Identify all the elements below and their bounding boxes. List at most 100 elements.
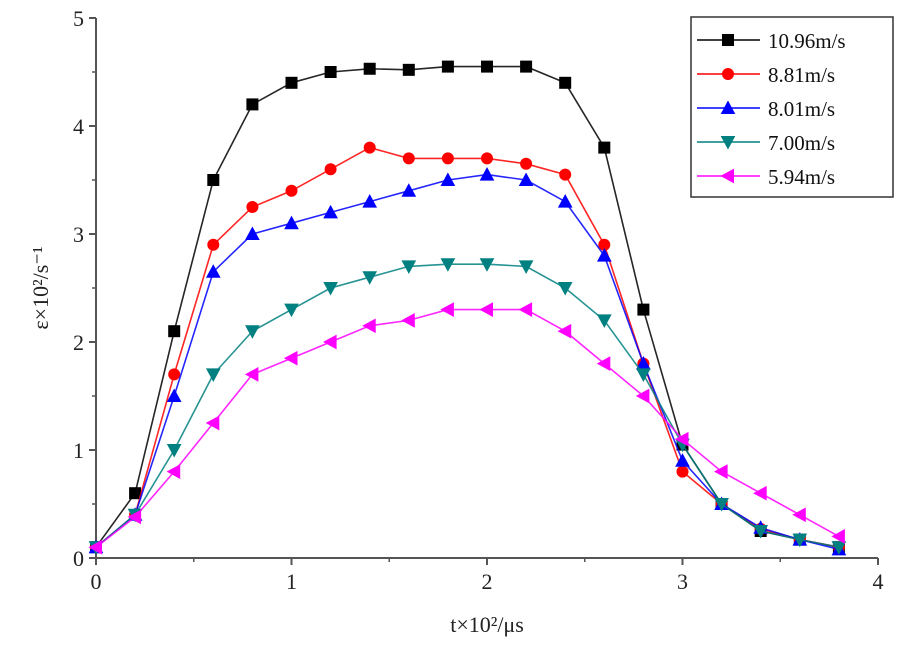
triangle-up-marker bbox=[557, 194, 573, 208]
triangle-down-marker bbox=[792, 533, 808, 548]
y-tick-label: 4 bbox=[73, 114, 84, 139]
y-tick-label: 0 bbox=[73, 546, 84, 571]
legend-label: 5.94m/s bbox=[768, 165, 835, 189]
triangle-down-marker bbox=[518, 260, 534, 274]
circle-marker bbox=[285, 184, 298, 197]
series-line bbox=[95, 308, 840, 548]
triangle-left-marker bbox=[323, 334, 337, 350]
square-marker bbox=[402, 63, 415, 76]
circle-marker bbox=[246, 201, 259, 213]
square-marker bbox=[598, 141, 611, 154]
triangle-up-marker bbox=[245, 226, 260, 240]
triangle-up-marker bbox=[518, 172, 534, 186]
triangle-left-marker bbox=[518, 302, 533, 317]
circle-marker bbox=[324, 163, 337, 176]
legend-item: 7.00m/s bbox=[697, 131, 835, 155]
triangle-up-marker bbox=[596, 248, 612, 262]
legend-item: 8.01m/s bbox=[697, 97, 835, 121]
legend-item: 10.96m/s bbox=[697, 29, 846, 53]
triangle-down-marker bbox=[401, 260, 417, 274]
triangle-left-marker bbox=[244, 367, 259, 382]
square-marker bbox=[129, 487, 142, 500]
square-marker bbox=[722, 34, 734, 46]
square-marker bbox=[520, 60, 533, 73]
triangle-left-marker bbox=[479, 302, 493, 317]
legend-label: 8.81m/s bbox=[768, 63, 835, 87]
x-tick-label: 4 bbox=[873, 569, 884, 594]
square-marker bbox=[637, 303, 650, 316]
square-marker bbox=[207, 174, 220, 186]
series-line bbox=[95, 146, 840, 548]
legend-item: 5.94m/s bbox=[697, 165, 835, 189]
triangle-up-marker bbox=[720, 100, 736, 114]
triangle-left-marker bbox=[635, 388, 650, 404]
circle-marker bbox=[363, 141, 376, 154]
axes: 0 1 2 3 4 5 0 1 2 3 4 t×10²/μs ε×10²/s⁻¹ bbox=[28, 6, 884, 637]
triangle-down-marker bbox=[596, 314, 612, 328]
legend-items: 10.96m/s 8.81m/s 8.01m/s 7.00m/s 5.94m/s bbox=[697, 29, 846, 189]
triangle-left-marker bbox=[674, 431, 689, 447]
series-line bbox=[95, 173, 840, 551]
triangle-left-marker bbox=[166, 464, 181, 479]
triangle-down-marker bbox=[323, 282, 338, 296]
square-marker bbox=[441, 60, 454, 73]
x-tick-label: 3 bbox=[677, 569, 688, 594]
triangle-left-marker bbox=[792, 507, 806, 523]
square-marker bbox=[363, 62, 376, 75]
square-marker bbox=[168, 325, 181, 338]
series-line bbox=[95, 263, 840, 548]
circle-marker bbox=[441, 152, 454, 165]
legend-label: 10.96m/s bbox=[768, 29, 846, 53]
series-8.01m/s bbox=[88, 167, 847, 556]
triangle-down-marker bbox=[284, 303, 299, 318]
triangle-up-marker bbox=[362, 194, 378, 208]
triangle-down-marker bbox=[720, 136, 736, 150]
triangle-down-marker bbox=[166, 444, 182, 458]
triangle-up-marker bbox=[401, 183, 417, 197]
triangle-left-marker bbox=[283, 350, 298, 366]
circle-marker bbox=[559, 168, 572, 181]
y-tick-label: 2 bbox=[73, 330, 84, 355]
square-marker bbox=[324, 66, 337, 78]
square-marker bbox=[285, 76, 298, 89]
triangle-up-marker bbox=[205, 264, 221, 278]
triangle-down-marker bbox=[205, 368, 221, 382]
legend: 10.96m/s 8.81m/s 8.01m/s 7.00m/s 5.94m/s bbox=[690, 16, 894, 198]
x-tick-label: 1 bbox=[286, 569, 297, 594]
triangle-left-marker bbox=[557, 323, 572, 339]
triangle-up-marker bbox=[323, 204, 338, 219]
triangle-down-marker bbox=[479, 258, 495, 272]
triangle-down-marker bbox=[714, 498, 729, 512]
triangle-up-marker bbox=[479, 167, 495, 181]
triangle-up-marker bbox=[284, 215, 299, 230]
triangle-left-marker bbox=[127, 509, 142, 525]
triangle-left-marker bbox=[401, 313, 415, 328]
y-ticks: 0 1 2 3 4 5 bbox=[73, 6, 96, 571]
triangle-up-marker bbox=[675, 453, 690, 467]
x-tick-label: 2 bbox=[482, 569, 493, 594]
circle-marker bbox=[402, 152, 415, 165]
triangle-left-marker bbox=[440, 302, 454, 317]
y-tick-label: 1 bbox=[73, 438, 84, 463]
triangle-down-marker bbox=[636, 368, 651, 382]
triangle-left-marker bbox=[205, 415, 220, 431]
triangle-left-marker bbox=[753, 485, 767, 501]
y-tick-label: 5 bbox=[73, 6, 84, 31]
circle-marker bbox=[676, 465, 689, 478]
triangle-left-marker bbox=[714, 464, 728, 479]
circle-marker bbox=[481, 152, 493, 165]
triangle-down-marker bbox=[753, 525, 769, 539]
triangle-down-marker bbox=[245, 325, 260, 339]
triangle-left-marker bbox=[362, 318, 376, 334]
triangle-down-marker bbox=[440, 258, 456, 272]
x-axis-title: t×10²/μs bbox=[450, 612, 524, 637]
legend-label: 7.00m/s bbox=[768, 131, 835, 155]
circle-marker bbox=[168, 368, 181, 381]
series-8.81m/s bbox=[90, 141, 845, 554]
triangle-left-marker bbox=[88, 539, 102, 555]
triangle-left-marker bbox=[831, 529, 845, 544]
y-axis-title: ε×10²/s⁻¹ bbox=[28, 246, 53, 329]
circle-marker bbox=[722, 68, 734, 80]
triangle-left-marker bbox=[720, 168, 734, 184]
